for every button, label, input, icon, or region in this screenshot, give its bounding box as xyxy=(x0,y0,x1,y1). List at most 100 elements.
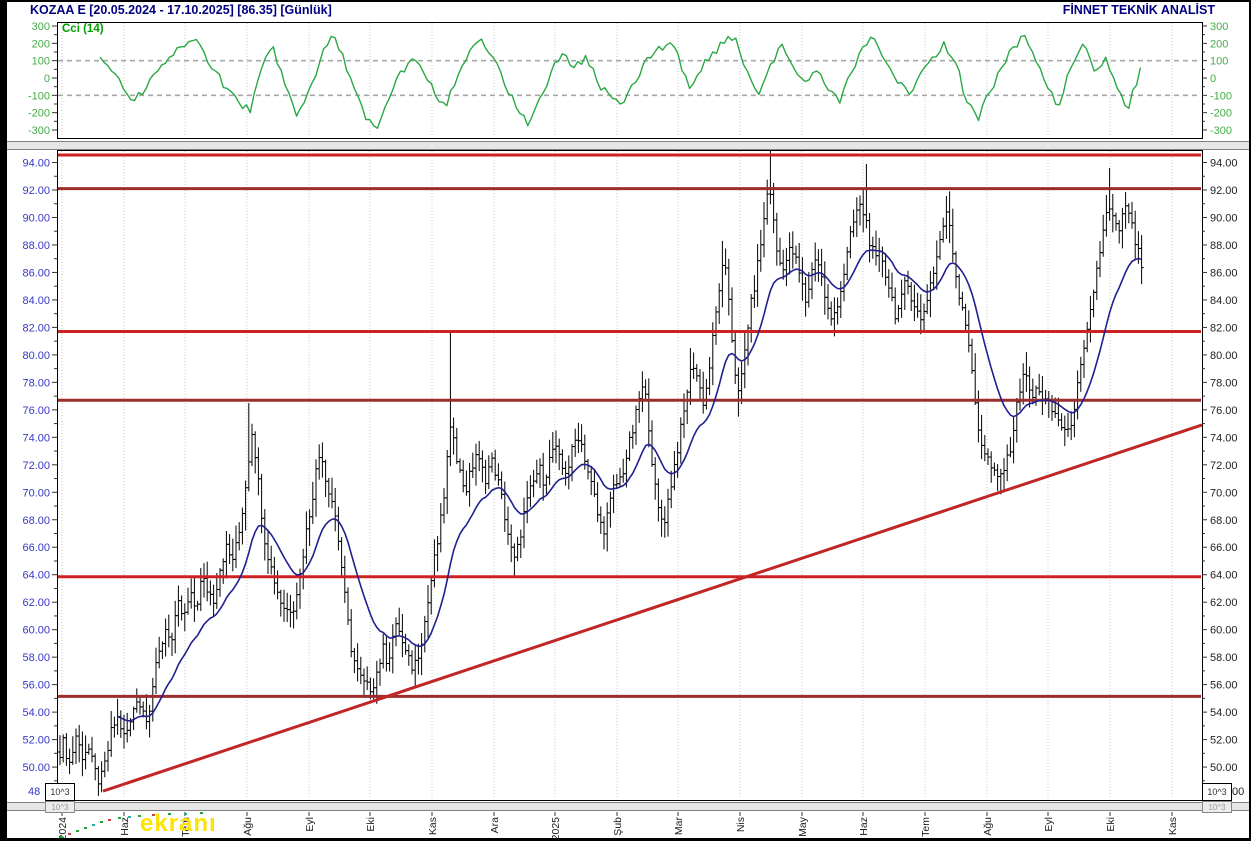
svg-text:-100: -100 xyxy=(1210,90,1232,102)
trend-line xyxy=(102,423,1203,793)
svg-text:82.00: 82.00 xyxy=(1210,322,1238,334)
watermark-logo: ekranı xyxy=(140,810,217,837)
logo-sparkline xyxy=(60,812,203,838)
panel-splitter-top[interactable] xyxy=(0,141,1251,150)
svg-text:2025: 2025 xyxy=(550,817,562,841)
svg-text:50.00: 50.00 xyxy=(1210,762,1238,774)
scale-multiplier-box-left: 10^3 xyxy=(45,783,75,801)
svg-text:74.00: 74.00 xyxy=(22,432,50,444)
svg-text:78.00: 78.00 xyxy=(22,377,50,389)
svg-text:Eki: Eki xyxy=(1105,817,1117,832)
svg-text:Haz: Haz xyxy=(858,817,870,836)
svg-text:64.00: 64.00 xyxy=(22,570,50,582)
svg-text:58.00: 58.00 xyxy=(1210,652,1238,664)
scale-multiplier-box-left-lower: 10^3 xyxy=(45,801,75,813)
svg-text:Eki: Eki xyxy=(365,817,377,832)
svg-text:94.00: 94.00 xyxy=(22,158,50,170)
svg-text:62.00: 62.00 xyxy=(1210,597,1238,609)
svg-text:72.00: 72.00 xyxy=(1210,460,1238,472)
month-gridlines xyxy=(61,23,1173,799)
svg-text:Mar: Mar xyxy=(673,817,685,836)
svg-text:60.00: 60.00 xyxy=(1210,625,1238,637)
svg-text:52.00: 52.00 xyxy=(22,735,50,747)
svg-text:0: 0 xyxy=(44,73,50,85)
svg-text:82.00: 82.00 xyxy=(22,322,50,334)
svg-text:58.00: 58.00 xyxy=(22,652,50,664)
panel-borders xyxy=(57,22,1203,801)
svg-text:90.00: 90.00 xyxy=(22,212,50,224)
cci-series-line xyxy=(99,34,1142,129)
svg-text:Tem: Tem xyxy=(180,817,192,837)
svg-text:0: 0 xyxy=(1210,73,1216,85)
svg-text:Kas: Kas xyxy=(427,817,439,835)
svg-text:68.00: 68.00 xyxy=(1210,515,1238,527)
svg-text:Nis: Nis xyxy=(735,817,747,832)
support-resistance-lines xyxy=(58,153,1201,698)
window-border-right xyxy=(1249,0,1251,841)
ma-line xyxy=(117,249,1142,722)
svg-text:66.00: 66.00 xyxy=(22,542,50,554)
svg-text:Ağu: Ağu xyxy=(242,817,254,836)
svg-text:88.00: 88.00 xyxy=(1210,240,1238,252)
cci-reference-lines xyxy=(58,59,1201,97)
window-border-bottom xyxy=(0,838,1251,841)
svg-text:May: May xyxy=(797,816,809,837)
svg-text:86.00: 86.00 xyxy=(22,267,50,279)
svg-text:64.00: 64.00 xyxy=(1210,570,1238,582)
svg-text:-200: -200 xyxy=(28,108,50,120)
svg-text:-100: -100 xyxy=(28,90,50,102)
panel-splitter-bottom[interactable] xyxy=(0,802,1251,811)
scale-multiplier-box-right: 10^3 xyxy=(1202,783,1232,801)
svg-text:200: 200 xyxy=(32,38,50,50)
y-axis-clipped-label-right: 00 xyxy=(1232,786,1245,798)
price-y-axes: 50.00 50.00 52.00 52.00 54.00 54.00 56.00 56.00… xyxy=(22,158,1238,796)
svg-text:52.00: 52.00 xyxy=(1210,735,1238,747)
svg-text:54.00: 54.00 xyxy=(22,707,50,719)
svg-text:2024: 2024 xyxy=(57,817,69,841)
cci-y-axes: 300 300 200 200 100 100 0 0 -100 -100 -200 -200 -300… xyxy=(28,21,1232,137)
svg-text:72.00: 72.00 xyxy=(22,460,50,472)
brand-title: FİNNET TEKNİK ANALİST xyxy=(1062,3,1215,17)
scale-multiplier-box-right-lower: 10^3 xyxy=(1202,801,1232,813)
svg-text:Ağu: Ağu xyxy=(982,817,994,836)
window-border-top xyxy=(0,0,1251,2)
svg-text:Eyl: Eyl xyxy=(1043,817,1055,832)
svg-text:200: 200 xyxy=(1210,38,1228,50)
svg-text:-300: -300 xyxy=(28,125,50,137)
svg-text:84.00: 84.00 xyxy=(1210,295,1238,307)
svg-text:86.00: 86.00 xyxy=(1210,267,1238,279)
svg-text:80.00: 80.00 xyxy=(22,350,50,362)
svg-text:Kas: Kas xyxy=(1167,817,1179,835)
svg-text:50.00: 50.00 xyxy=(22,762,50,774)
svg-text:88.00: 88.00 xyxy=(22,240,50,252)
svg-text:56.00: 56.00 xyxy=(1210,680,1238,692)
y-axis-clipped-label-left: 48 xyxy=(28,786,41,798)
chart-title: KOZAA E [20.05.2024 - 17.10.2025] [86.35… xyxy=(30,3,332,17)
svg-text:Eyl: Eyl xyxy=(304,817,316,832)
svg-text:92.00: 92.00 xyxy=(22,185,50,197)
svg-text:Haz: Haz xyxy=(119,817,131,836)
svg-text:70.00: 70.00 xyxy=(22,487,50,499)
svg-text:80.00: 80.00 xyxy=(1210,350,1238,362)
svg-text:74.00: 74.00 xyxy=(1210,432,1238,444)
svg-text:100: 100 xyxy=(1210,56,1228,68)
svg-text:54.00: 54.00 xyxy=(1210,707,1238,719)
svg-text:Ara: Ara xyxy=(489,817,501,834)
svg-text:56.00: 56.00 xyxy=(22,680,50,692)
svg-text:100: 100 xyxy=(32,56,50,68)
svg-text:76.00: 76.00 xyxy=(22,405,50,417)
svg-text:66.00: 66.00 xyxy=(1210,542,1238,554)
svg-text:76.00: 76.00 xyxy=(1210,405,1238,417)
svg-text:300: 300 xyxy=(1210,21,1228,33)
svg-text:94.00: 94.00 xyxy=(1210,158,1238,170)
svg-text:-200: -200 xyxy=(1210,108,1232,120)
svg-text:84.00: 84.00 xyxy=(22,295,50,307)
svg-text:Tem: Tem xyxy=(920,817,932,837)
svg-text:300: 300 xyxy=(32,21,50,33)
svg-text:70.00: 70.00 xyxy=(1210,487,1238,499)
svg-text:92.00: 92.00 xyxy=(1210,185,1238,197)
svg-text:78.00: 78.00 xyxy=(1210,377,1238,389)
cci-indicator-label: Cci (14) xyxy=(62,23,104,35)
